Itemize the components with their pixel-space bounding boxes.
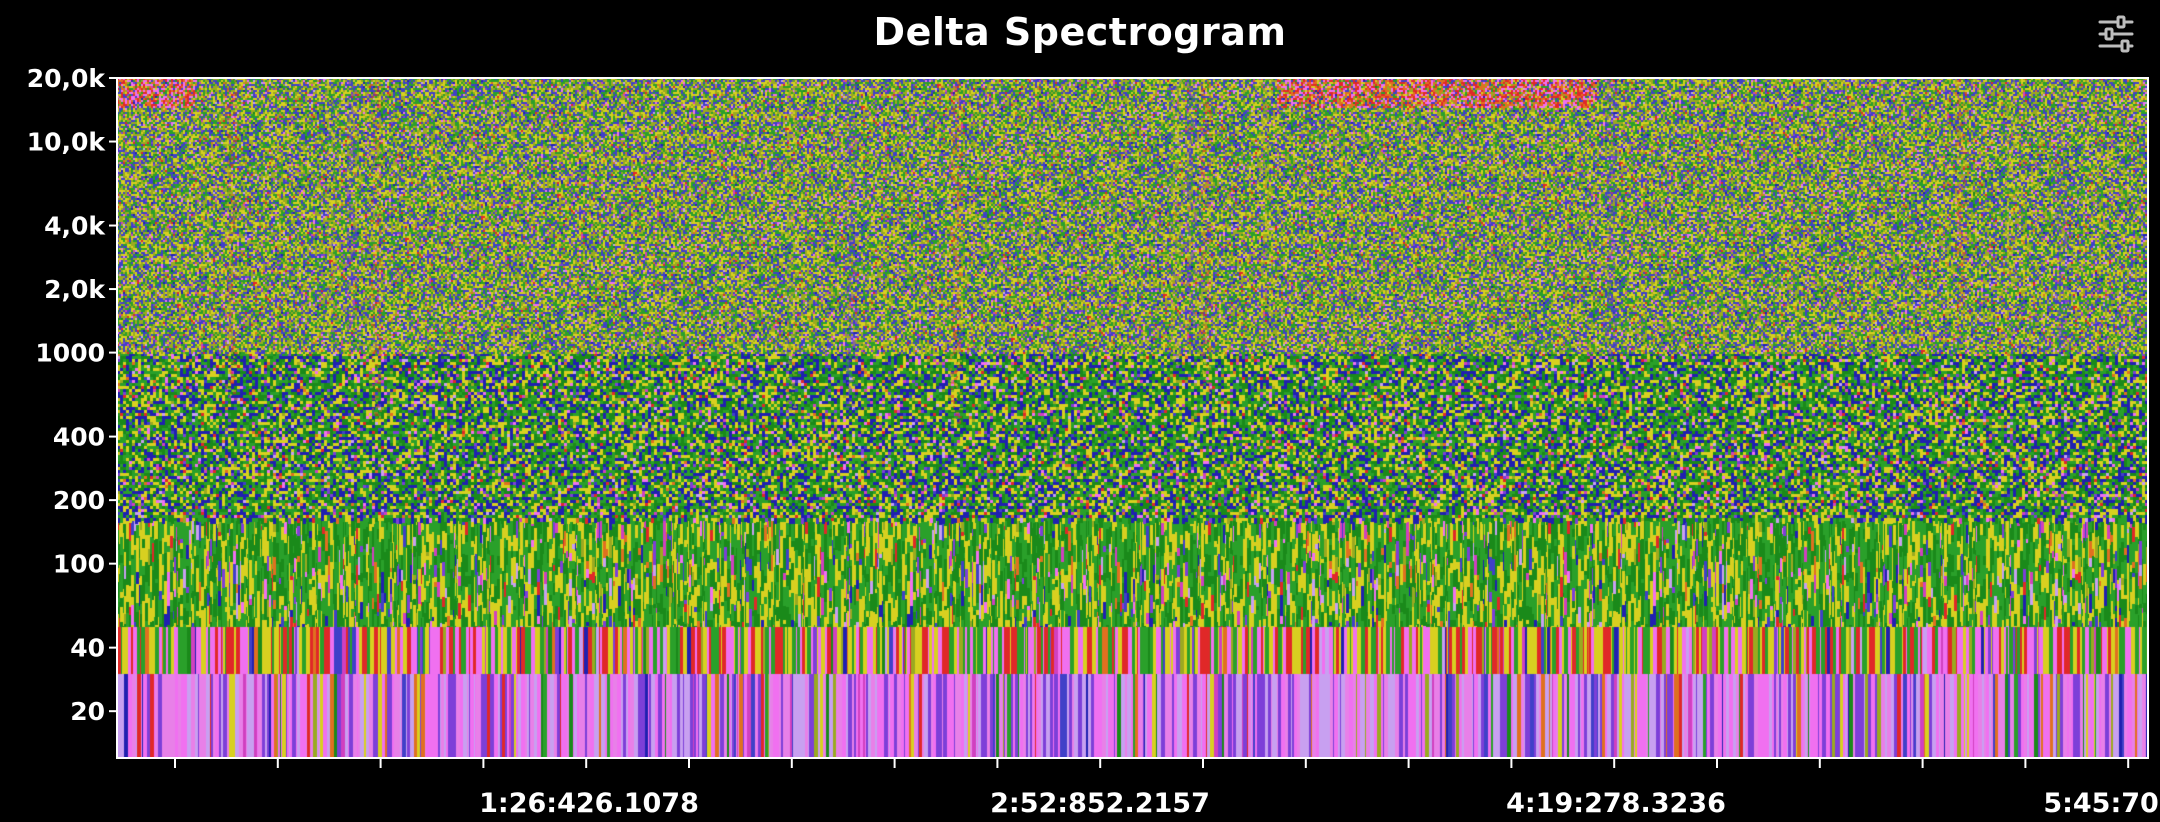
y-tick-label: 100 xyxy=(53,550,105,579)
settings-button[interactable] xyxy=(2094,12,2138,56)
x-axis: 1:26:426.1078 2:52:852.2157 4:19:278.3236 5… xyxy=(174,758,2160,819)
y-tick-label: 40 xyxy=(70,634,105,663)
y-tick-label: 4,0k xyxy=(44,212,106,241)
sliders-icon xyxy=(2098,15,2134,53)
y-tick-label: 20 xyxy=(70,697,105,726)
y-tick-label: 1000 xyxy=(35,339,105,368)
y-axis: 20,0k 10,0k 4,0k 2,0k 1000 400 200 100 40 20 xyxy=(27,64,117,726)
y-tick-label: 400 xyxy=(53,423,105,452)
y-tick-label: 10,0k xyxy=(27,128,107,157)
x-tick-label: 1:26:426.1078 xyxy=(479,788,699,819)
spectrogram-heatmap xyxy=(117,78,2148,758)
x-tick-label: 2:52:852.2157 xyxy=(990,788,1210,819)
x-tick-label: 5:45:704.4 xyxy=(2043,788,2160,819)
y-tick-label: 200 xyxy=(53,486,105,515)
y-tick-label: 2,0k xyxy=(44,275,106,304)
chart-title: Delta Spectrogram xyxy=(873,10,1287,54)
y-tick-label: 20,0k xyxy=(27,64,107,93)
x-tick-label: 4:19:278.3236 xyxy=(1506,788,1726,819)
